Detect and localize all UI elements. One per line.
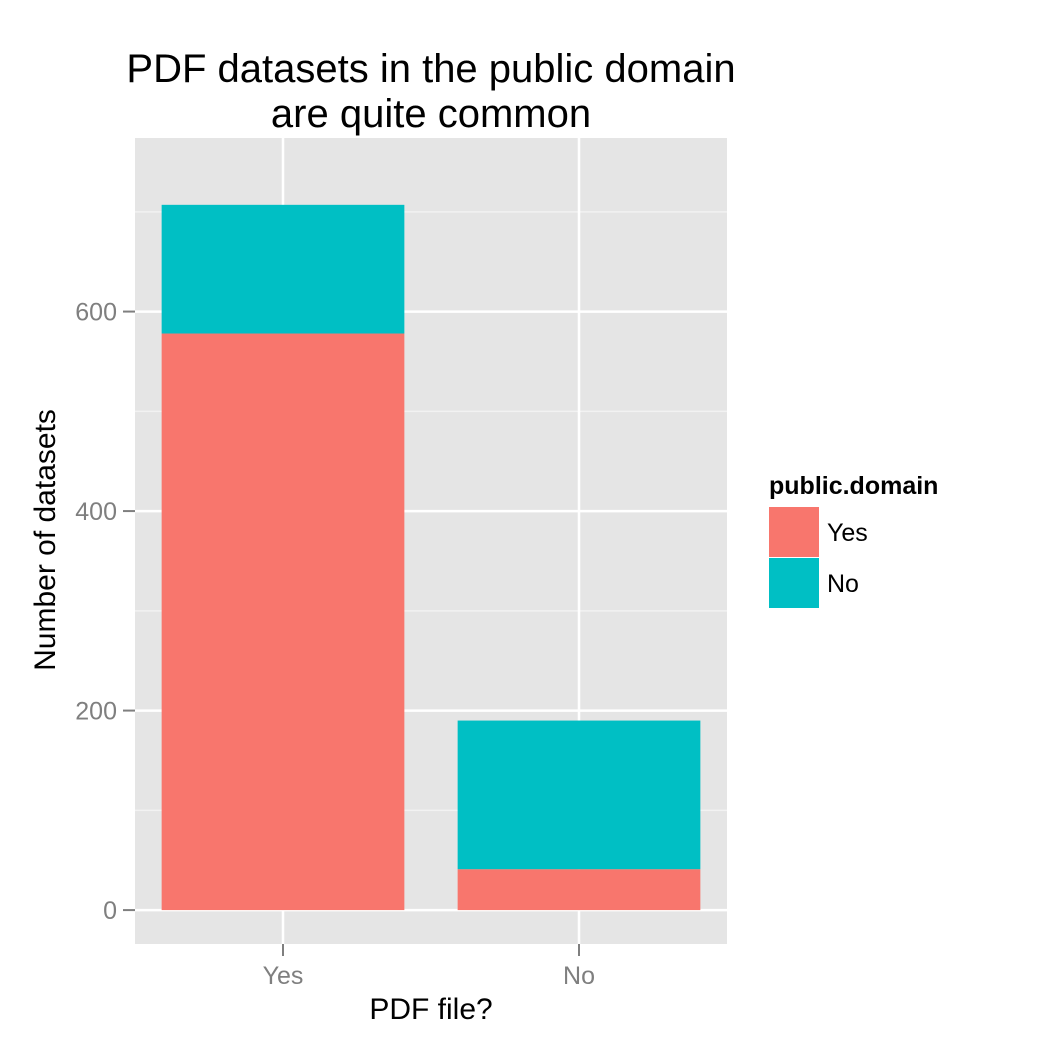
y-tick-label: 600 — [75, 299, 117, 327]
bars — [161, 204, 701, 911]
y-tick-label: 200 — [75, 698, 117, 726]
bar-yes-yes — [161, 333, 405, 911]
y-tick-label: 400 — [75, 498, 117, 526]
bar-no-yes — [457, 869, 701, 911]
chart-title-line-2: are quite common — [271, 92, 591, 136]
y-axis: 0 200 400 600 — [75, 299, 135, 925]
x-tick-label: No — [563, 962, 595, 990]
bar-no-no — [457, 720, 701, 870]
legend-swatch-no — [769, 558, 819, 608]
chart-title-line-1: PDF datasets in the public domain — [126, 47, 735, 91]
legend: public.domain Yes No — [769, 472, 938, 608]
legend-label-yes: Yes — [827, 519, 868, 547]
x-axis: Yes No — [263, 944, 595, 990]
x-axis-title: PDF file? — [369, 993, 492, 1026]
x-tick-label: Yes — [263, 962, 304, 990]
bar-yes-no — [161, 204, 405, 334]
y-tick-label: 0 — [103, 897, 117, 925]
y-axis-title: Number of datasets — [29, 409, 62, 671]
legend-title: public.domain — [769, 472, 938, 500]
legend-label-no: No — [827, 570, 859, 598]
legend-swatch-yes — [769, 507, 819, 557]
